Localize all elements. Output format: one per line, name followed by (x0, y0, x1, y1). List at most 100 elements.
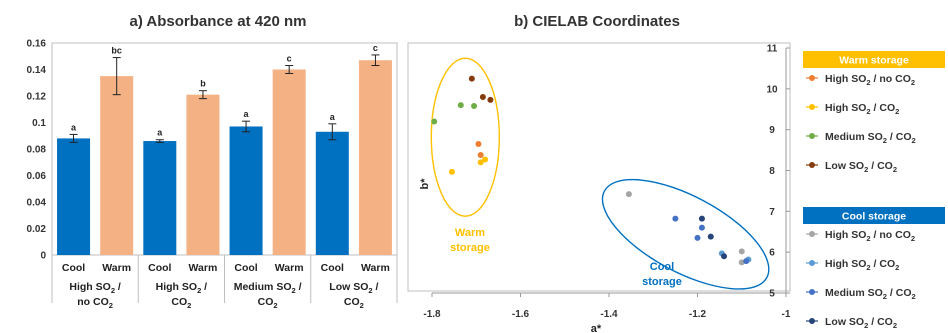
bar (229, 126, 263, 255)
scatter-point (694, 234, 701, 241)
scatter-point (625, 191, 632, 198)
bar-ytick-label: 0.08 (27, 145, 47, 156)
bar (315, 131, 349, 255)
group-label: High SO2​ / (69, 281, 121, 295)
bar-ytick-label: 0 (40, 251, 46, 262)
scatter-chart-title: b) CIELAB Coordinates (514, 13, 680, 30)
legend-header-label: Cool storage (842, 211, 906, 223)
scatter-point (707, 233, 714, 240)
category-label: Warm (361, 262, 390, 274)
warm-storage-annotation: Warm (455, 227, 485, 239)
y-tick-label: 11 (767, 44, 778, 55)
group-label: High SO2​ / (156, 281, 208, 295)
group-label: Medium SO2​ / (234, 281, 302, 295)
significance-letter: c (373, 43, 378, 53)
scatter-xlabel: a* (591, 323, 602, 333)
scatter-point (482, 156, 489, 163)
scatter-point (479, 94, 486, 100)
category-label: Cool (321, 262, 344, 274)
scatter-point (743, 258, 750, 265)
bar-ytick-label: 0.14 (27, 65, 47, 76)
bar-ytick-label: 0.16 (27, 39, 47, 50)
bar-chart-title: a) Absorbance at 420 nm (129, 13, 306, 30)
scatter-point (721, 253, 728, 260)
x-tick-label: -1.8 (423, 309, 441, 320)
group-label: no CO2​ (77, 296, 113, 310)
category-label: Cool (62, 262, 85, 274)
scatter-point (475, 140, 482, 147)
bar-ytick-label: 0.04 (27, 198, 47, 209)
significance-letter: bc (111, 46, 122, 56)
scatter-point (477, 151, 484, 158)
x-tick-label: -1 (782, 309, 791, 320)
legend-item-label: High SO2​ / no CO2​ (825, 229, 915, 243)
y-tick-label: 5 (769, 289, 775, 300)
scatter-point (738, 248, 745, 255)
legend-marker (809, 231, 815, 237)
bar (57, 138, 91, 255)
bar (143, 141, 177, 255)
legend-item-label: High SO2​ / CO2​ (825, 102, 899, 116)
legend-header-label: Warm storage (839, 55, 909, 67)
legend-item-label: Medium SO2​ / CO2​ (825, 287, 916, 301)
legend-marker (809, 104, 815, 110)
bar-chart: 0 0.02 0.04 0.06 0.08 0.1 0.12 0.14 0.16 a bc a b a c… (27, 39, 398, 310)
cool-storage-annotation: storage (642, 276, 682, 288)
scatter-point (698, 215, 705, 222)
category-label: Cool (148, 262, 171, 274)
scatter-plot-frame (407, 42, 791, 292)
y-tick-label: 6 (769, 248, 775, 259)
legend-marker (809, 260, 815, 266)
bar (100, 76, 134, 255)
significance-letter: a (330, 112, 336, 122)
legend-marker (809, 133, 815, 139)
y-tick-label: 9 (769, 125, 775, 136)
warm-storage-annotation: storage (450, 242, 490, 254)
category-label: Warm (189, 262, 218, 274)
legend-item-label: Low SO2​ / CO2​ (825, 316, 897, 330)
bar-ytick-label: 0.06 (27, 171, 47, 182)
category-label: Warm (102, 262, 131, 274)
scatter-ylabel: b* (419, 178, 431, 190)
scatter-point (457, 102, 464, 109)
legend-item-label: Medium SO2​ / CO2​ (825, 131, 916, 145)
legend-marker (809, 75, 815, 81)
x-tick-label: -1.2 (689, 309, 707, 320)
legend-item-label: High SO2​ / no CO2​ (825, 73, 915, 87)
bar (272, 69, 306, 255)
group-label: CO2​ (344, 296, 364, 310)
legend: Warm storage High SO2​ / no CO2​ High SO2​… (803, 51, 945, 330)
scatter-point (471, 102, 478, 109)
group-label: Low SO2​ / (329, 281, 378, 295)
significance-letter: a (157, 128, 163, 138)
warm-storage-ellipse (430, 57, 501, 217)
significance-letter: b (200, 79, 206, 89)
scatter-point (448, 168, 455, 175)
group-label: CO2​ (171, 296, 191, 310)
legend-header (803, 51, 945, 68)
bar-ytick-label: 0.1 (32, 118, 46, 129)
category-label: Warm (275, 262, 304, 274)
legend-header (803, 207, 945, 224)
bar (186, 94, 220, 255)
legend-item-label: Low SO2​ / CO2​ (825, 160, 897, 174)
category-label: Cool (234, 262, 257, 274)
group-label: CO2​ (258, 296, 278, 310)
scatter-point (431, 118, 438, 125)
x-tick-label: -1.4 (600, 309, 618, 320)
cool-storage-annotation: Cool (650, 261, 674, 273)
bar-ytick-label: 0.02 (27, 224, 47, 235)
y-tick-label: 10 (766, 84, 778, 95)
significance-letter: a (71, 122, 77, 132)
legend-item-label: High SO2​ / CO2​ (825, 258, 899, 272)
scatter-chart: -1.8 -1.6 -1.4 -1.2 -1 5 6 7 8 9 10 11 Warm storage C… (407, 42, 791, 333)
legend-marker (809, 289, 815, 295)
legend-marker (809, 318, 815, 324)
scatter-point (672, 215, 679, 222)
scatter-point (468, 75, 475, 82)
scatter-point (487, 96, 494, 103)
legend-marker (809, 162, 815, 168)
scatter-point (477, 159, 484, 166)
bar-ytick-label: 0.12 (27, 92, 47, 103)
bar (358, 60, 392, 255)
